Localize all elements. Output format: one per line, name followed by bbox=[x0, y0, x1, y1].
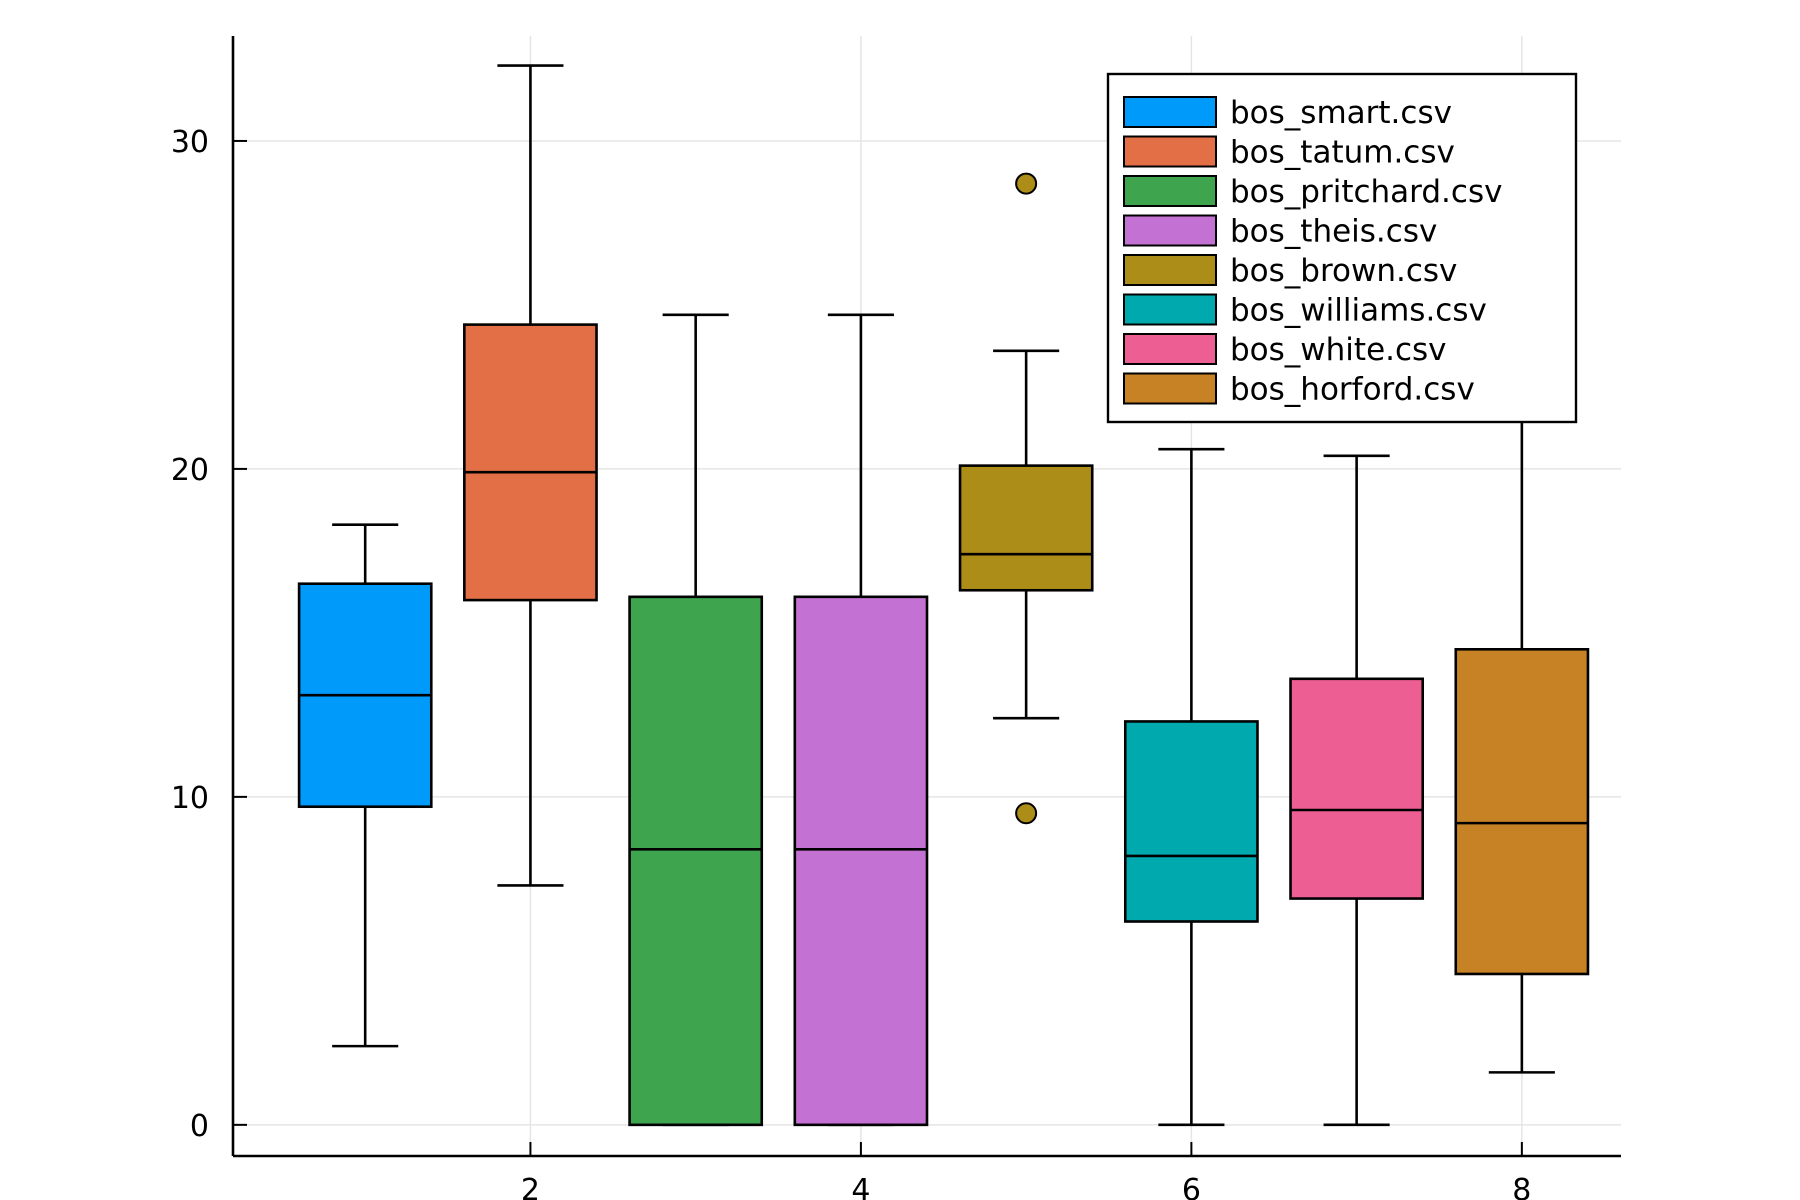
legend-entry-label: bos_horford.csv bbox=[1230, 372, 1475, 408]
box-group bbox=[793, 313, 929, 1127]
box-iqr bbox=[958, 464, 1094, 592]
y-tick-label: 10 bbox=[171, 781, 209, 816]
outlier-point bbox=[1015, 172, 1038, 195]
legend-swatch bbox=[1123, 96, 1217, 128]
box-series bbox=[297, 64, 1590, 1127]
box-group bbox=[1454, 418, 1590, 1074]
y-tick-label: 20 bbox=[171, 453, 209, 488]
legend-entry-label: bos_pritchard.csv bbox=[1230, 174, 1502, 210]
legend-swatch bbox=[1123, 135, 1217, 168]
box-iqr bbox=[1289, 677, 1425, 900]
legend-swatch bbox=[1123, 333, 1217, 365]
box-group bbox=[1289, 454, 1425, 1127]
axes: 2 4 6 8 0 10 20 30 bbox=[171, 36, 1621, 1200]
legend-entry-label: bos_theis.csv bbox=[1230, 214, 1437, 250]
legend-entry-label: bos_white.csv bbox=[1230, 332, 1447, 368]
legend-entry-label: bos_smart.csv bbox=[1230, 95, 1452, 131]
y-tick-label: 0 bbox=[190, 1109, 209, 1144]
box-group bbox=[297, 523, 433, 1048]
x-tick-label: 2 bbox=[521, 1173, 540, 1200]
legend-swatch bbox=[1123, 175, 1217, 207]
box-group bbox=[958, 172, 1094, 825]
outlier-point bbox=[1015, 802, 1038, 825]
x-tick-label: 8 bbox=[1512, 1173, 1531, 1200]
legend-swatch bbox=[1123, 214, 1217, 247]
legend-swatch bbox=[1123, 254, 1217, 286]
box-iqr bbox=[793, 595, 929, 1127]
x-tick-label: 4 bbox=[851, 1173, 870, 1200]
box-iqr bbox=[628, 595, 764, 1127]
legend: bos_smart.csv bos_tatum.csvbos_pritchard.… bbox=[1106, 72, 1578, 424]
legend-entry-label: bos_tatum.csv bbox=[1230, 135, 1455, 171]
box-iqr bbox=[1454, 647, 1590, 976]
box-iqr bbox=[1123, 720, 1259, 923]
box-group bbox=[628, 313, 764, 1127]
y-tick-label: 30 bbox=[171, 125, 209, 160]
x-tick-label: 6 bbox=[1182, 1173, 1201, 1200]
legend-swatch bbox=[1123, 293, 1217, 326]
box-group bbox=[1123, 447, 1259, 1127]
legend-entry-label: bos_brown.csv bbox=[1230, 253, 1457, 289]
box-iqr bbox=[463, 323, 598, 602]
box-group bbox=[463, 64, 598, 887]
legend-entry-label: bos_williams.csv bbox=[1230, 293, 1487, 329]
legend-swatch bbox=[1123, 372, 1217, 405]
